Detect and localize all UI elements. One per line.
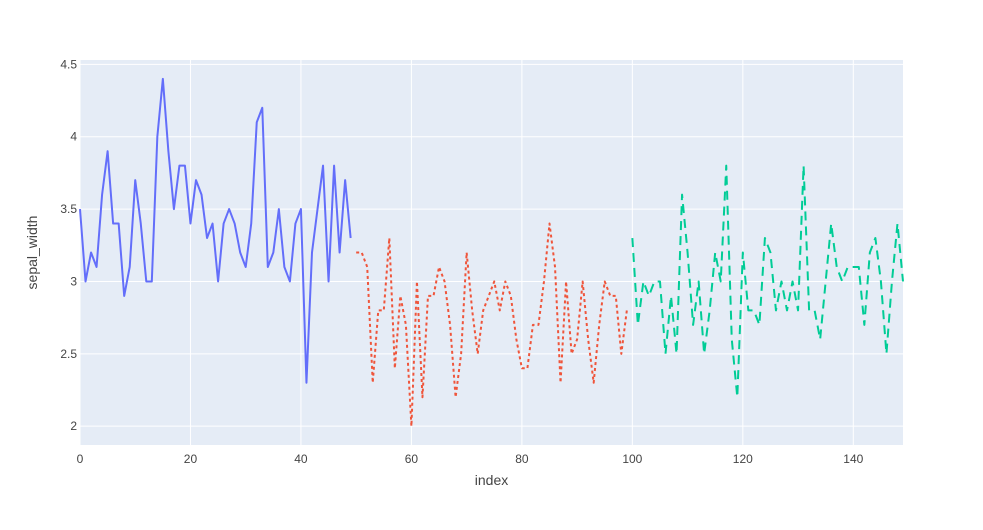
series-line-3 — [631, 164, 904, 399]
y-tick-label: 2 — [70, 419, 77, 433]
x-tick-label: 120 — [733, 452, 753, 466]
y-tick-label: 3.5 — [60, 202, 77, 216]
x-tick-label: 80 — [515, 452, 529, 466]
series-layer — [79, 77, 904, 428]
x-axis-label: index — [475, 472, 508, 488]
y-tick-label: 2.5 — [60, 347, 77, 361]
x-tick-labels: 0 20 40 60 80 100 120 140 — [77, 452, 864, 466]
x-gridlines — [79, 60, 854, 445]
y-tick-labels: 2 2.5 3 3.5 4 4.5 — [60, 57, 77, 433]
x-tick-label: 40 — [294, 452, 308, 466]
y-tick-label: 4 — [70, 130, 77, 144]
x-tick-label: 0 — [77, 452, 84, 466]
plot-background — [80, 60, 903, 445]
x-tick-label: 100 — [622, 452, 642, 466]
x-tick-label: 140 — [843, 452, 863, 466]
y-axis-label: sepal_width — [24, 216, 40, 290]
series-line-2 — [356, 222, 628, 428]
series-line-1 — [79, 77, 352, 384]
x-tick-label: 20 — [184, 452, 198, 466]
y-tick-label: 4.5 — [60, 57, 77, 71]
y-tick-label: 3 — [70, 274, 77, 288]
x-tick-label: 60 — [405, 452, 419, 466]
